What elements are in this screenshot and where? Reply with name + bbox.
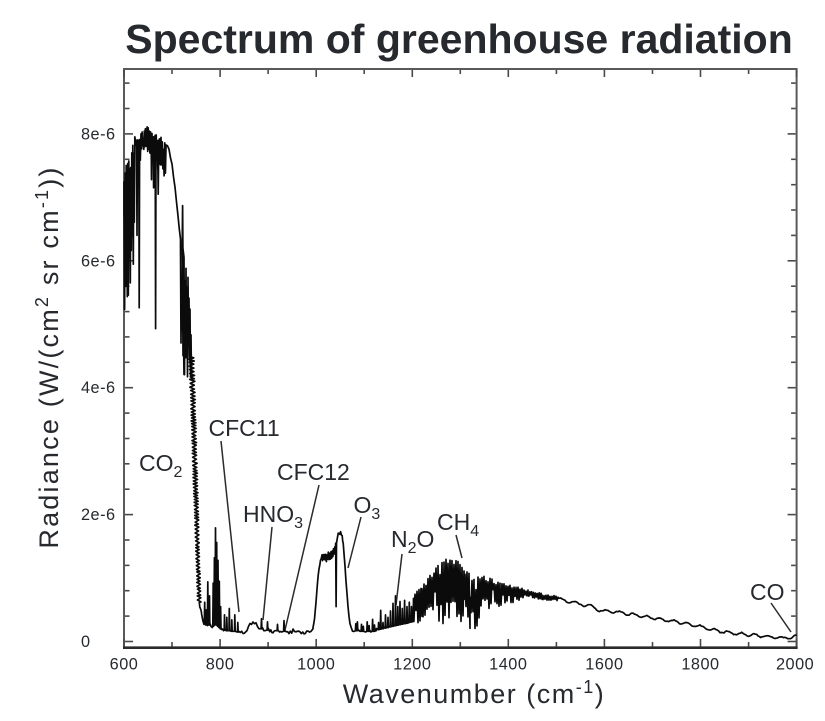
svg-text:CH4: CH4: [437, 509, 479, 540]
svg-text:1400: 1400: [489, 656, 527, 674]
svg-text:1000: 1000: [297, 656, 335, 674]
svg-text:2000: 2000: [776, 656, 814, 674]
svg-text:Wavenumber (cm-1): Wavenumber (cm-1): [343, 677, 606, 709]
svg-text:N2O: N2O: [391, 526, 434, 557]
svg-text:6e-6: 6e-6: [81, 252, 116, 270]
svg-text:800: 800: [206, 656, 235, 674]
svg-text:8e-6: 8e-6: [81, 125, 116, 143]
svg-text:Spectrum of greenhouse radiati: Spectrum of greenhouse radiation: [125, 16, 793, 62]
svg-text:2e-6: 2e-6: [81, 506, 116, 524]
svg-text:1200: 1200: [393, 656, 431, 674]
svg-text:CFC12: CFC12: [277, 459, 350, 485]
svg-text:O3: O3: [354, 492, 381, 523]
svg-text:CFC11: CFC11: [209, 415, 280, 441]
svg-text:1600: 1600: [585, 656, 623, 674]
svg-text:1800: 1800: [681, 656, 719, 674]
svg-text:HNO3: HNO3: [243, 501, 303, 532]
svg-text:0: 0: [81, 633, 91, 651]
svg-text:CO2: CO2: [139, 450, 183, 481]
svg-text:Radiance (W/(cm2 sr cm-1)): Radiance (W/(cm2 sr cm-1)): [32, 165, 64, 548]
svg-text:CO: CO: [750, 579, 785, 605]
svg-text:4e-6: 4e-6: [81, 379, 116, 397]
svg-text:600: 600: [110, 656, 139, 674]
